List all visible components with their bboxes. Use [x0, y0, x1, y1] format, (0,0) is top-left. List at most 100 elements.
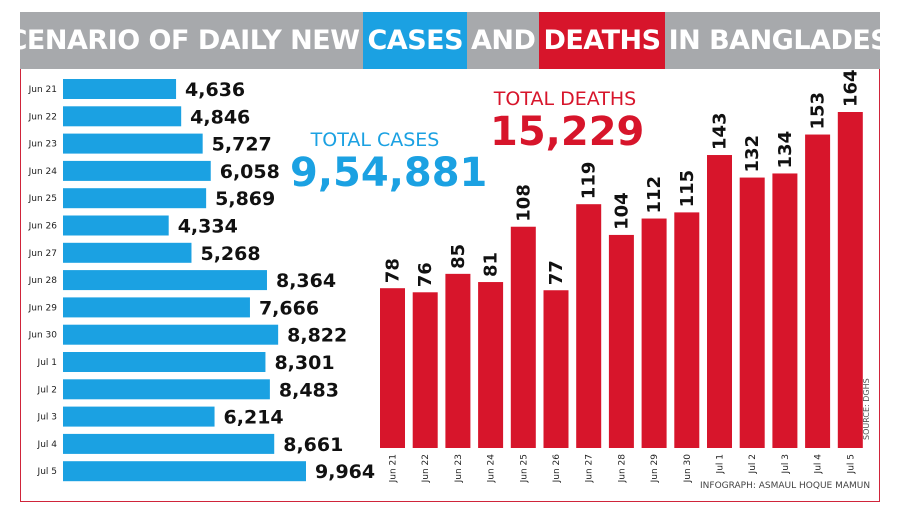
case-value-label: 4,334	[178, 216, 238, 238]
case-category-label: Jul 4	[37, 440, 58, 450]
death-bar	[837, 112, 863, 448]
case-value-label: 6,214	[224, 407, 284, 429]
case-bar	[63, 215, 169, 236]
case-value-label: 5,268	[200, 243, 260, 265]
total-deaths: TOTAL DEATHS 15,229	[490, 88, 645, 155]
death-category-label: Jun 21	[389, 454, 399, 483]
case-bar	[63, 188, 207, 209]
case-category-label: Jun 30	[28, 331, 58, 341]
case-bar	[63, 352, 266, 372]
death-value-label: 77	[546, 260, 567, 285]
death-bar	[478, 282, 504, 448]
death-value-label: 85	[448, 244, 469, 269]
case-bar	[63, 106, 182, 127]
title-part-1: SCENARIO OF DAILY NEW	[0, 25, 360, 56]
death-category-label: Jul 3	[781, 454, 791, 474]
death-bar	[641, 218, 667, 448]
death-category-label: Jul 2	[748, 454, 758, 474]
case-value-label: 6,058	[220, 161, 280, 183]
case-value-label: 4,846	[190, 106, 250, 128]
chart-title: SCENARIO OF DAILY NEW CASES AND DEATHS I…	[0, 12, 900, 69]
death-value-label: 81	[481, 252, 502, 277]
death-bar	[380, 288, 405, 448]
case-bar	[63, 270, 267, 291]
case-bar	[63, 379, 270, 400]
title-part-3: AND	[471, 25, 536, 56]
case-category-label: Jun 21	[28, 85, 57, 95]
death-bar	[510, 226, 536, 448]
death-category-label: Jun 30	[683, 454, 693, 484]
case-category-label: Jun 27	[28, 249, 57, 259]
total-cases: TOTAL CASES 9,54,881	[290, 129, 488, 196]
total-cases-value: 9,54,881	[290, 150, 488, 196]
death-category-label: Jun 24	[487, 454, 497, 484]
death-bar	[707, 155, 732, 448]
death-value-label: 108	[513, 184, 534, 222]
death-bar	[608, 234, 634, 448]
case-value-label: 8,301	[274, 352, 334, 374]
title-part-5: IN BANGLADESH	[668, 25, 900, 56]
death-bar	[412, 292, 438, 448]
case-bar	[63, 406, 215, 427]
death-category-label: Jun 29	[650, 454, 660, 484]
death-bar	[543, 290, 569, 448]
case-bar	[63, 297, 250, 318]
death-category-label: Jun 25	[519, 454, 529, 483]
case-value-label: 5,727	[212, 134, 272, 156]
case-bar	[63, 433, 275, 454]
case-bar	[63, 133, 203, 154]
case-value-label: 8,364	[276, 270, 336, 292]
case-bar	[63, 242, 192, 263]
death-category-label: Jun 26	[552, 454, 562, 484]
death-value-label: 115	[677, 170, 698, 208]
case-value-label: 5,869	[215, 188, 275, 210]
death-bar	[445, 273, 471, 448]
death-value-label: 143	[710, 112, 731, 150]
death-category-label: Jul 4	[814, 454, 824, 475]
death-category-label: Jul 1	[716, 454, 726, 474]
death-value-label: 134	[775, 131, 796, 169]
death-bar	[805, 134, 831, 448]
case-value-label: 8,661	[283, 434, 343, 456]
death-bar	[772, 173, 798, 448]
case-bar	[63, 160, 211, 181]
death-category-label: Jun 28	[617, 454, 627, 484]
case-bar	[63, 79, 177, 99]
death-value-label: 164	[840, 69, 861, 107]
case-value-label: 8,822	[287, 325, 347, 347]
case-category-label: Jun 26	[28, 222, 58, 232]
death-value-label: 119	[579, 162, 600, 200]
death-bar	[739, 177, 765, 448]
death-value-label: 153	[808, 92, 829, 130]
case-category-label: Jul 5	[37, 467, 57, 477]
case-category-label: Jun 28	[28, 276, 58, 286]
case-value-label: 8,483	[279, 379, 339, 401]
death-category-label: Jul 5	[846, 454, 856, 474]
death-value-label: 132	[742, 135, 763, 173]
case-value-label: 9,964	[315, 461, 375, 483]
credit-note: INFOGRAPH: ASMAUL HOQUE MAMUN	[700, 481, 871, 491]
death-category-label: Jun 27	[585, 454, 595, 483]
death-value-label: 104	[611, 192, 632, 230]
case-category-label: Jun 22	[28, 112, 57, 122]
death-value-label: 76	[415, 262, 436, 287]
case-value-label: 7,666	[259, 297, 319, 319]
case-category-label: Jun 23	[28, 140, 57, 150]
case-category-label: Jun 24	[28, 167, 58, 177]
case-category-label: Jul 3	[37, 413, 57, 423]
case-category-label: Jun 29	[28, 303, 58, 313]
death-category-label: Jun 23	[454, 454, 464, 483]
case-category-label: Jun 25	[28, 194, 57, 204]
case-value-label: 4,636	[185, 79, 245, 101]
death-value-label: 112	[644, 176, 665, 214]
case-category-label: Jul 2	[37, 385, 57, 395]
death-category-label: Jun 22	[421, 454, 431, 483]
case-bar	[63, 461, 306, 482]
case-category-label: Jul 1	[37, 358, 57, 368]
death-value-label: 78	[383, 258, 404, 283]
total-deaths-value: 15,229	[490, 109, 645, 155]
case-bar	[63, 324, 279, 345]
title-deaths-highlight: DEATHS	[539, 12, 665, 69]
title-cases-highlight: CASES	[363, 12, 468, 69]
